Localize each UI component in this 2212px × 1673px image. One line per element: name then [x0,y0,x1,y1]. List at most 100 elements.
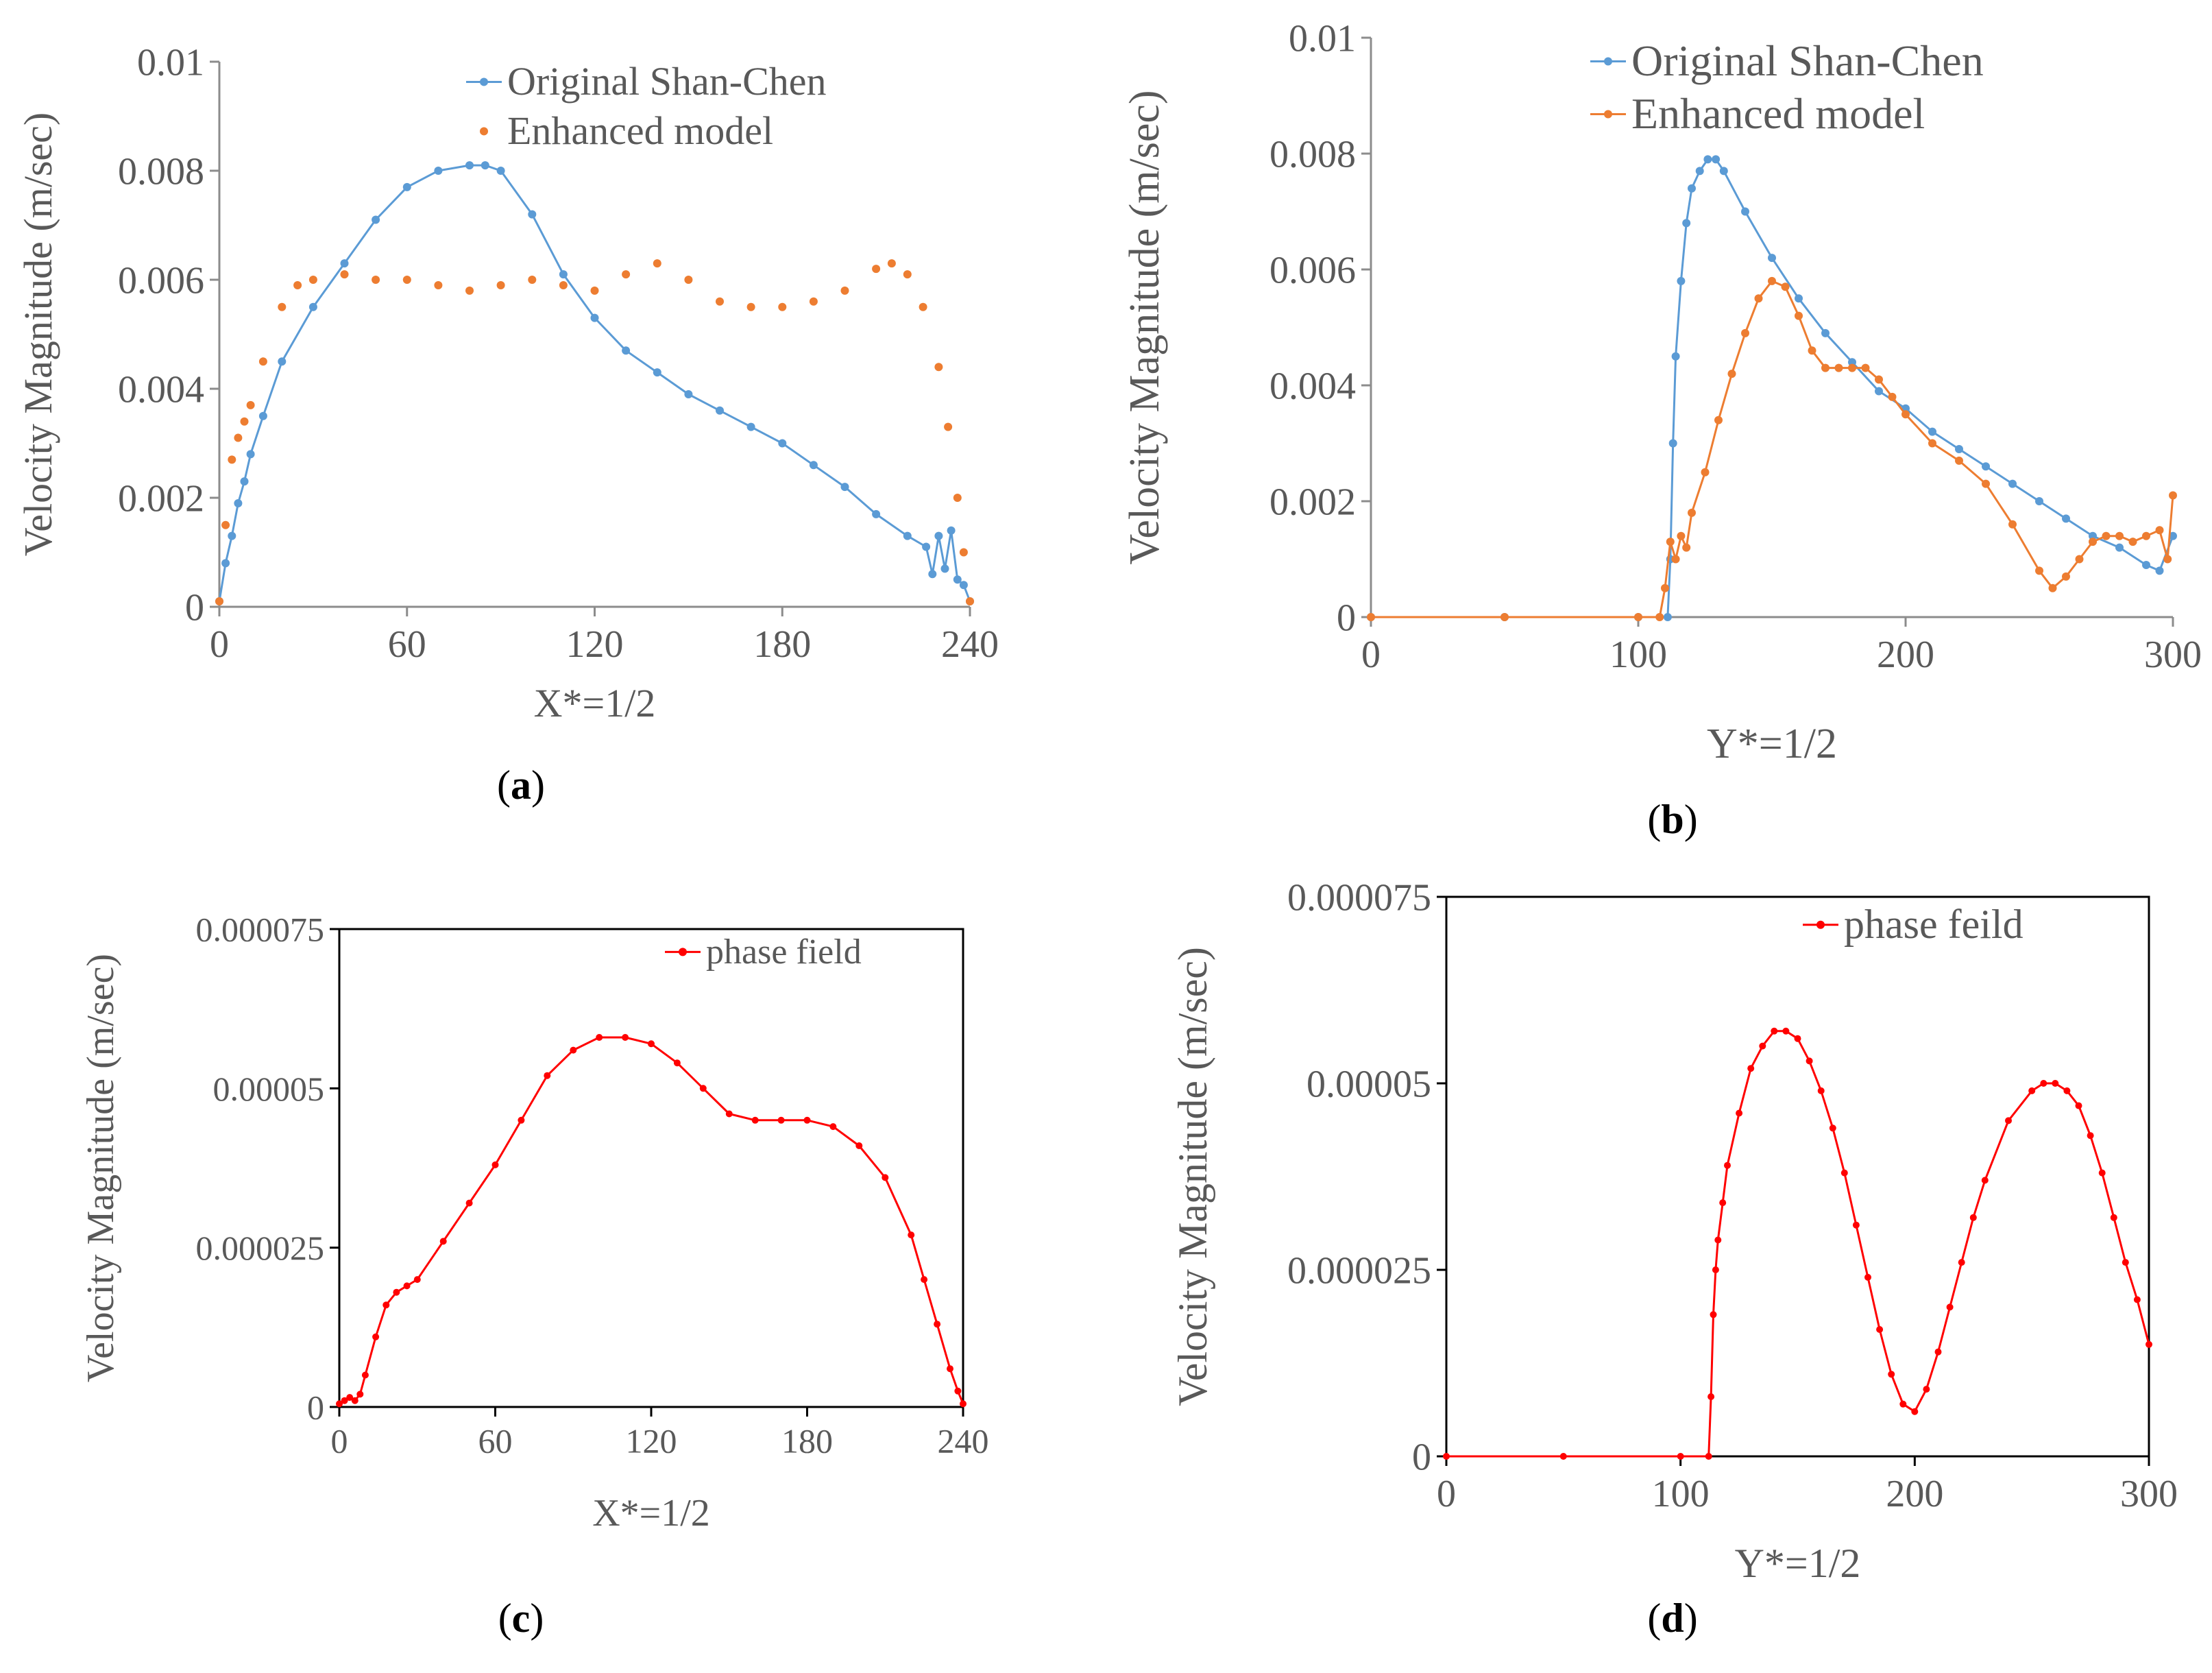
panel-c-chart: 0 0.000025 0.00005 0.000075 0 60 120 180 240 X*=1… [80,911,989,1641]
data-point [2110,1214,2117,1221]
data-point [1955,445,1963,453]
data-point [934,1321,941,1328]
data-point [1821,363,1830,372]
data-point [2063,1087,2071,1094]
data-point [1671,555,1680,564]
data-point [648,1040,655,1048]
data-point [1736,1109,1743,1117]
data-point [1864,1273,1871,1281]
data-point [1634,613,1642,621]
data-point [2048,583,2057,592]
data-point [684,276,693,284]
data-point [221,559,230,568]
data-point [465,161,474,170]
data-point [528,276,537,284]
data-point [908,1231,915,1239]
series-line [218,164,971,602]
data-point [308,302,317,311]
plot-frame [338,928,964,1408]
data-point [746,302,755,311]
data-point [1671,352,1680,361]
data-point [622,346,631,355]
data-point [351,1397,358,1404]
data-point [1768,276,1776,285]
data-point [1703,155,1712,164]
legend-entry: Enhanced model [480,108,773,153]
panel-b-chart: 0 0.002 0.004 0.006 0.008 0.01 0 100 200 300 Y*=1/… [1121,18,2202,842]
data-point [293,281,302,289]
data-point [809,461,818,470]
data-point [2028,1087,2036,1094]
data-point [947,526,956,535]
data-point [872,265,881,274]
data-point [1695,167,1704,176]
series-line [1371,280,2174,618]
panel-label: (c) [498,1596,544,1641]
data-point [1821,328,1830,337]
x-tick-label: 60 [388,623,426,666]
x-tick-label: 200 [1886,1473,1943,1515]
data-point [746,422,755,431]
data-point [903,270,912,279]
data-point [403,1282,411,1290]
legend-label: Enhanced model [507,108,773,153]
data-point [2062,572,2070,581]
data-point [622,270,631,279]
data-point [829,1123,837,1131]
data-point [590,286,599,295]
data-point [684,390,693,398]
data-point [1982,479,1990,488]
data-point [1688,508,1696,517]
data-point [1666,538,1675,546]
data-point [372,276,380,284]
data-point [1876,1326,1884,1333]
data-point [2035,497,2043,505]
data-point [1668,439,1677,448]
data-point [673,1059,681,1067]
data-point [518,1116,525,1124]
data-point [2155,526,2164,535]
legend-label: phase field [706,932,862,972]
data-point [1795,311,1803,320]
data-point [1848,363,1856,372]
data-point [1768,254,1776,263]
series-line [1371,158,2174,618]
data-point [559,270,568,279]
data-point [372,1333,380,1340]
legend-label: Enhanced model [1631,89,1925,138]
data-point [1759,1042,1766,1050]
data-point [2122,1259,2129,1266]
data-point [1888,392,1897,401]
data-point [2133,1296,2141,1303]
data-point [2163,555,2172,564]
y-tick-label: 0.006 [118,260,204,302]
data-point [2062,514,2070,523]
data-point [544,1072,551,1079]
data-point [278,302,287,311]
data-point [840,286,849,295]
data-point [234,433,243,442]
data-point [221,520,230,529]
data-point [1663,613,1672,621]
data-point [246,450,255,459]
data-point [1911,1408,1919,1415]
data-point [1834,363,1843,372]
x-axis-label: X*=1/2 [534,681,656,725]
data-point [1677,1453,1684,1460]
x-tick-label: 180 [753,623,811,666]
legend-entry: phase field [665,932,862,972]
data-point [1923,1386,1930,1393]
data-point [382,1301,390,1309]
data-point [803,1116,811,1124]
x-tick-label: 240 [941,623,999,666]
data-point [1714,416,1723,424]
data-point [699,1085,707,1092]
data-point [1661,583,1669,592]
x-axis-label: Y*=1/2 [1707,721,1837,767]
data-point [1861,363,1870,372]
data-point [2075,555,2084,564]
data-point [1712,1266,1719,1273]
data-point [1741,328,1749,337]
data-point [240,417,249,426]
y-tick-label: 0.000075 [196,911,325,949]
